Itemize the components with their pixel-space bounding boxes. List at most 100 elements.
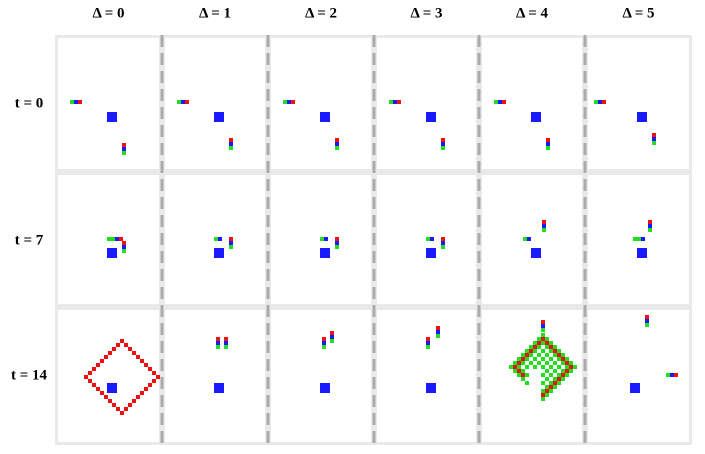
pixel (553, 353, 557, 357)
pixel (148, 367, 152, 371)
pixel (156, 375, 160, 379)
pixel (322, 345, 326, 349)
pixel (557, 381, 561, 385)
pixel (525, 353, 529, 357)
pixel (645, 323, 649, 327)
pixel (549, 385, 553, 389)
pixel (330, 335, 334, 339)
pixel (633, 237, 637, 241)
pixel (144, 387, 148, 391)
pixel (549, 365, 553, 369)
pixel (517, 357, 521, 361)
pixel (112, 403, 116, 407)
pixel (509, 365, 513, 369)
pixel (541, 328, 545, 332)
pixel (229, 237, 233, 241)
pixel (122, 151, 126, 155)
pixel (92, 383, 96, 387)
pixel (561, 369, 565, 373)
pixel (565, 357, 569, 361)
pixel (541, 324, 545, 328)
pixel (122, 245, 126, 249)
cell (58, 310, 159, 442)
pixel (521, 369, 525, 373)
pixel (96, 387, 100, 391)
pixel (291, 100, 295, 104)
pixel (549, 357, 553, 361)
pixel (513, 361, 517, 365)
pixel (229, 142, 233, 146)
pixel (541, 357, 545, 361)
pixel (537, 337, 541, 341)
pixel (545, 361, 549, 365)
pixel (107, 237, 111, 241)
pixel (561, 353, 565, 357)
pixel (545, 345, 549, 349)
pixel (397, 100, 401, 104)
pixel (523, 237, 527, 241)
pixel (521, 373, 525, 377)
pixel (224, 337, 228, 341)
pixel (124, 407, 128, 411)
pixel (436, 334, 440, 338)
pixel (104, 395, 108, 399)
pixel (152, 379, 156, 383)
pixel (441, 138, 445, 142)
pixel (525, 357, 529, 361)
pixel (152, 371, 156, 375)
block (107, 248, 117, 258)
pixel (549, 345, 553, 349)
pixel (525, 365, 529, 369)
pixel (517, 373, 521, 377)
block (214, 383, 224, 393)
pixel (330, 331, 334, 335)
cell (165, 310, 265, 442)
pixel (185, 100, 189, 104)
pixel (648, 228, 652, 232)
cell (377, 310, 476, 442)
pixel (561, 377, 565, 381)
pixel (537, 341, 541, 345)
pixel (553, 369, 557, 373)
pixel (569, 361, 573, 365)
pixel (561, 373, 565, 377)
pixel (100, 359, 104, 363)
pixel (140, 359, 144, 363)
pixel (541, 373, 545, 377)
pixel (112, 347, 116, 351)
pixel (541, 349, 545, 353)
pixel (545, 377, 549, 381)
block (214, 112, 224, 122)
pixel (513, 369, 517, 373)
pixel (541, 389, 545, 393)
pixel (283, 100, 287, 104)
pixel (104, 355, 108, 359)
pixel (521, 353, 525, 357)
pixel (537, 345, 541, 349)
pixel (100, 391, 104, 395)
pixel (216, 345, 220, 349)
pixel (521, 357, 525, 361)
pixel (674, 373, 678, 377)
pixel (545, 353, 549, 357)
pixel (549, 349, 553, 353)
pixel (132, 399, 136, 403)
pixel (84, 375, 88, 379)
pixel (573, 365, 577, 369)
pixel (557, 377, 561, 381)
pixel (426, 237, 430, 241)
row-label: t = 7 (15, 232, 44, 248)
pixel (569, 369, 573, 373)
pixel (494, 100, 498, 104)
pixel (436, 326, 440, 330)
pixel (177, 100, 181, 104)
pixel (542, 228, 546, 232)
pixel (335, 138, 339, 142)
pixel (88, 371, 92, 375)
pixel (111, 237, 115, 241)
pixel (324, 237, 328, 241)
block (637, 248, 647, 258)
pixel (565, 365, 569, 369)
pixel (602, 100, 606, 104)
pixel (557, 349, 561, 353)
